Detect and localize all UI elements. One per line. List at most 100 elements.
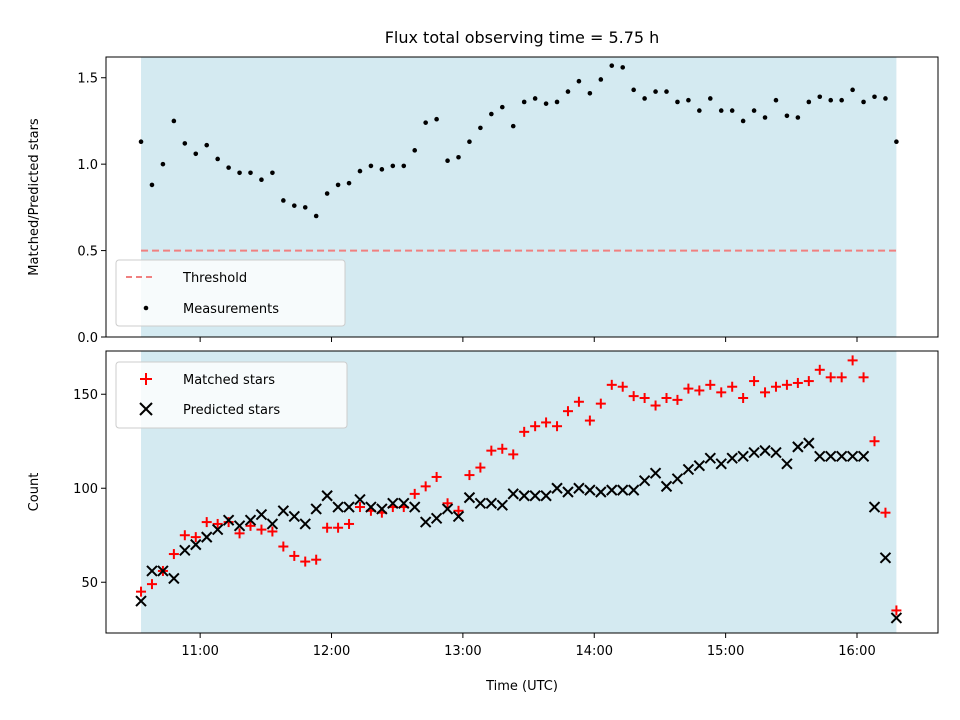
matched-point <box>770 381 781 392</box>
measurement-point <box>565 89 571 94</box>
predicted-point <box>201 531 213 543</box>
y-tick-label: 100 <box>73 482 98 497</box>
legend-predicted-swatch <box>139 402 153 416</box>
predicted-point <box>277 505 290 517</box>
predicted-point <box>354 493 366 506</box>
measurement-point <box>762 115 768 120</box>
measurement-point <box>543 101 549 106</box>
measurement-point <box>335 182 341 188</box>
matched-point <box>311 554 322 565</box>
matched-point <box>146 579 157 590</box>
measurement-point <box>653 89 658 94</box>
bottom-x-axis-label: Time (UTC) <box>485 679 558 694</box>
matched-point <box>530 421 541 432</box>
measurement-point <box>390 163 396 169</box>
measurement-point <box>193 151 199 157</box>
predicted-point <box>781 458 793 470</box>
matched-point <box>552 421 563 432</box>
predicted-point <box>266 518 279 530</box>
predicted-point <box>835 450 848 462</box>
bottom-y-ticks: 50 100 150 <box>73 388 106 591</box>
predicted-point <box>704 452 717 464</box>
predicted-point <box>179 544 191 556</box>
predicted-point <box>540 490 552 502</box>
predicted-point <box>441 503 454 515</box>
predicted-point <box>244 514 257 526</box>
matched-point <box>541 417 552 428</box>
predicted-point <box>452 510 465 523</box>
measurement-point <box>883 96 888 101</box>
bottom-axes-frame <box>105 350 939 634</box>
measurement-point <box>478 125 483 131</box>
measurement-point <box>313 213 319 219</box>
predicted-point <box>890 612 903 624</box>
matched-point <box>781 379 792 390</box>
x-tick-label: 15:00 <box>707 644 744 659</box>
measurement-point <box>226 165 231 170</box>
legend-predicted-label: Predicted stars <box>183 403 280 418</box>
predicted-point <box>518 490 530 502</box>
matched-point <box>584 415 595 426</box>
predicted-point <box>770 446 782 459</box>
predicted-point <box>430 512 443 525</box>
top-x-ticks <box>199 337 858 342</box>
measurement-point <box>828 97 834 103</box>
measurement-point <box>270 170 275 176</box>
measurement-point <box>850 87 855 93</box>
matched-point <box>880 507 891 518</box>
predicted-point <box>529 490 541 502</box>
matched-point <box>694 385 705 396</box>
predicted-point <box>365 501 377 513</box>
matched-point <box>179 530 190 541</box>
predicted-point <box>222 514 235 526</box>
matched-point <box>628 391 639 402</box>
bottom-y-axis-label: Count <box>27 473 42 512</box>
measurement-point <box>784 113 790 119</box>
chart-title: Flux total observing time = 5.75 h <box>385 28 660 47</box>
measurement-point <box>324 191 330 196</box>
matched-point <box>431 471 442 482</box>
measurement-point <box>576 78 582 84</box>
measurement-point <box>499 104 505 110</box>
legend-matched-swatch <box>140 373 152 385</box>
predicted-point <box>233 520 246 532</box>
predicted-point <box>846 450 859 462</box>
matched-point <box>190 532 201 543</box>
matched-point <box>519 426 530 437</box>
measurement-point <box>182 141 188 146</box>
measurement-point <box>489 111 494 117</box>
matched-point <box>278 541 289 552</box>
measurement-point <box>894 139 899 144</box>
matched-point <box>738 393 749 403</box>
measurement-point <box>456 154 461 160</box>
predicted-point <box>321 490 333 502</box>
measurement-point <box>587 90 593 96</box>
matched-point <box>420 481 431 492</box>
x-tick-label: 13:00 <box>444 644 481 659</box>
predicted-point <box>868 501 881 513</box>
measurement-point <box>554 99 560 105</box>
predicted-point <box>562 486 574 498</box>
measurement-point <box>357 168 363 174</box>
matched-point <box>267 526 278 537</box>
predicted-point <box>803 437 815 449</box>
matched-point <box>836 372 847 383</box>
matched-point <box>760 387 771 398</box>
top-legend-box <box>115 259 346 327</box>
matched-point <box>661 393 672 403</box>
matched-point <box>289 550 300 561</box>
matched-point <box>168 549 179 560</box>
measurement-point <box>729 108 735 113</box>
predicted-point <box>299 518 311 530</box>
matched-point <box>475 462 486 473</box>
predicted-point <box>288 510 301 523</box>
matched-point <box>639 393 650 403</box>
measurement-point <box>379 167 385 172</box>
predicted-point <box>693 459 706 472</box>
matched-point <box>453 505 464 516</box>
predicted-point <box>485 497 498 509</box>
measurement-point <box>598 77 604 82</box>
measurement-point <box>718 108 724 113</box>
top-panel: 0.0 0.5 1.0 1.5 Matched/Predicted stars Thr… <box>27 56 939 346</box>
